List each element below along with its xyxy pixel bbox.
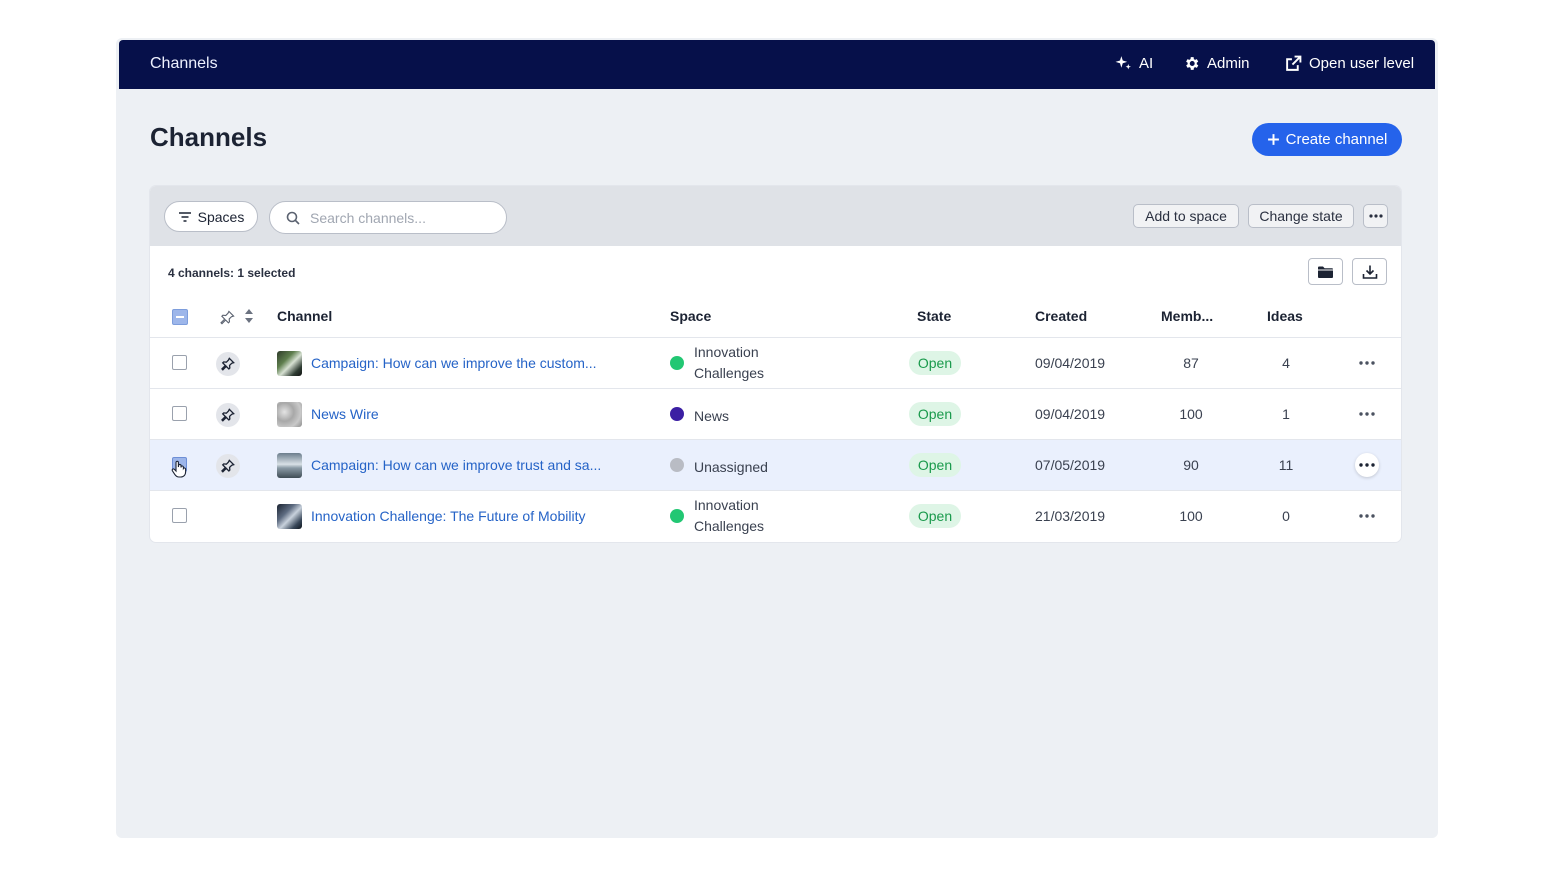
channel-link[interactable]: News Wire: [311, 406, 379, 422]
pin-button[interactable]: [216, 454, 240, 478]
ideas-count: 11: [1278, 457, 1294, 473]
gear-icon: [1186, 57, 1199, 70]
search-icon: [286, 211, 300, 225]
space-color-dot: [670, 458, 684, 472]
pin-icon: [221, 357, 235, 371]
status-badge: Open: [909, 402, 961, 426]
filter-icon: [178, 211, 191, 222]
row-checkbox[interactable]: [172, 508, 187, 523]
more-horizontal-icon: [1359, 361, 1375, 365]
hand-cursor-icon: [171, 460, 187, 478]
create-channel-label: Create channel: [1285, 131, 1388, 148]
members-count: 90: [1183, 457, 1199, 473]
external-link-icon: [1286, 55, 1302, 71]
create-channel-button[interactable]: Create channel: [1252, 123, 1402, 156]
indeterminate-mark: [176, 316, 184, 318]
sort-icon[interactable]: [244, 308, 254, 324]
status-badge: Open: [909, 453, 961, 477]
channel-link[interactable]: Innovation Challenge: The Future of Mobi…: [311, 508, 586, 524]
topbar-title: Channels: [150, 55, 218, 72]
column-header-ideas[interactable]: Ideas: [1267, 308, 1303, 324]
table-row[interactable]: Innovation Challenge: The Future of Mobi…: [150, 491, 1401, 542]
top-navigation-bar: Channels AI Admin Open user level: [119, 40, 1435, 89]
space-name: Innovation Challenges: [694, 497, 765, 534]
toolbar-more-button[interactable]: [1363, 204, 1388, 228]
channel-thumbnail: [277, 453, 302, 478]
search-input[interactable]: [308, 208, 492, 227]
channel-link[interactable]: Campaign: How can we improve the custom.…: [311, 355, 597, 371]
created-date: 07/05/2019: [1035, 457, 1106, 473]
space-name: Innovation Challenges: [694, 344, 765, 381]
table-toolbar: Spaces Add to space Change state: [150, 186, 1401, 246]
table-row-selected[interactable]: Campaign: How can we improve trust and s…: [150, 440, 1401, 491]
column-header-state[interactable]: State: [917, 308, 952, 324]
column-header-created[interactable]: Created: [1035, 308, 1088, 324]
spaces-filter-button[interactable]: Spaces: [164, 201, 258, 232]
more-horizontal-icon: [1359, 514, 1375, 518]
change-state-button[interactable]: Change state: [1248, 204, 1354, 228]
column-header-members[interactable]: Memb...: [1161, 308, 1214, 324]
selection-summary: 4 channels: 1 selected: [168, 266, 296, 280]
admin-button[interactable]: Admin: [1183, 55, 1250, 72]
row-checkbox[interactable]: [172, 355, 187, 370]
row-more-button[interactable]: [1355, 453, 1379, 477]
created-date: 09/04/2019: [1035, 406, 1106, 422]
download-icon: [1362, 265, 1377, 279]
status-badge: Open: [909, 504, 961, 528]
table-row[interactable]: News Wire News Open 09/04/2019 100 1: [150, 389, 1401, 440]
page-title: Channels: [150, 122, 268, 152]
table-row[interactable]: Campaign: How can we improve the custom.…: [150, 338, 1401, 389]
space-name: News: [694, 408, 730, 424]
more-horizontal-icon: [1368, 214, 1383, 218]
space-color-dot: [670, 407, 684, 421]
add-to-space-button[interactable]: Add to space: [1133, 204, 1239, 228]
row-more-button[interactable]: [1355, 351, 1379, 375]
sparkle-icon: [1115, 56, 1131, 70]
members-count: 100: [1179, 508, 1203, 524]
column-header-space[interactable]: Space: [670, 308, 712, 324]
admin-label: Admin: [1207, 55, 1250, 72]
row-more-button[interactable]: [1355, 504, 1379, 528]
folder-icon: [1318, 266, 1333, 278]
app-window: Channels AI Admin Open user level Channe…: [116, 38, 1438, 838]
open-user-level-button[interactable]: Open user level: [1285, 55, 1414, 72]
created-date: 09/04/2019: [1035, 355, 1106, 371]
ai-button[interactable]: AI: [1115, 55, 1153, 72]
ideas-count: 1: [1282, 406, 1290, 422]
members-count: 100: [1179, 406, 1203, 422]
row-more-button[interactable]: [1355, 402, 1379, 426]
channel-link[interactable]: Campaign: How can we improve trust and s…: [311, 457, 602, 473]
column-header-channel[interactable]: Channel: [277, 308, 333, 324]
select-all-checkbox[interactable]: [172, 309, 188, 325]
space-color-dot: [670, 356, 684, 370]
space-name: Unassigned: [694, 459, 768, 475]
row-checkbox[interactable]: [172, 406, 187, 421]
channels-table-panel: Spaces Add to space Change state 4 chann…: [150, 186, 1401, 542]
members-count: 87: [1183, 355, 1199, 371]
search-box: [269, 201, 507, 234]
folder-button[interactable]: [1308, 258, 1343, 285]
status-badge: Open: [909, 351, 961, 375]
pin-icon: [221, 459, 235, 473]
spaces-filter-label: Spaces: [197, 208, 245, 225]
created-date: 21/03/2019: [1035, 508, 1106, 524]
space-color-dot: [670, 509, 684, 523]
table-header: Channel Space State Created Memb... Idea…: [150, 294, 1401, 338]
ideas-count: 0: [1282, 508, 1290, 524]
pin-button[interactable]: [216, 352, 240, 376]
download-button[interactable]: [1352, 258, 1387, 285]
channel-thumbnail: [277, 504, 302, 529]
more-horizontal-icon: [1359, 463, 1375, 467]
channel-thumbnail: [277, 402, 302, 427]
ideas-count: 4: [1282, 355, 1290, 371]
more-horizontal-icon: [1359, 412, 1375, 416]
pin-icon: [221, 408, 235, 422]
ai-label: AI: [1139, 55, 1154, 72]
pin-outline-icon: [220, 310, 235, 325]
channel-thumbnail: [277, 351, 302, 376]
pin-button[interactable]: [216, 403, 240, 427]
open-user-level-label: Open user level: [1309, 55, 1415, 72]
plus-icon: [1267, 134, 1279, 145]
